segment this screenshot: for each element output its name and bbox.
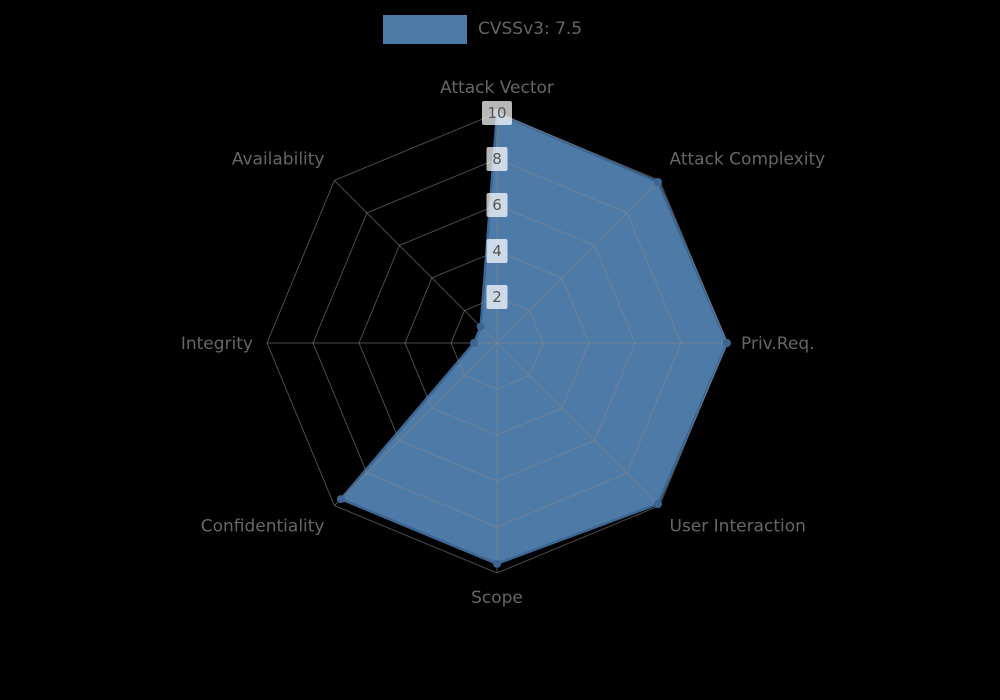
vertex-marker — [723, 339, 731, 347]
grid-spoke — [334, 180, 498, 344]
radial-tick-box — [482, 101, 512, 125]
axis-label-priv-req: Priv.Req. — [741, 334, 815, 354]
axis-label-integrity: Integrity — [181, 334, 253, 354]
radial-tick-box — [486, 147, 508, 171]
axis-label-user-interaction: User Interaction — [670, 517, 806, 537]
vertex-marker — [493, 559, 501, 568]
radial-tick-label: 10 — [487, 104, 506, 122]
grid-spoke — [496, 180, 660, 344]
legend-swatch — [383, 15, 467, 44]
radial-tick-label: 8 — [492, 150, 502, 168]
grid-spoke — [334, 342, 498, 506]
vertex-marker — [654, 178, 662, 186]
vertex-marker — [654, 500, 662, 508]
axis-label-availability: Availability — [232, 150, 325, 170]
vertex-marker — [476, 322, 485, 331]
radial-tick-box — [486, 285, 508, 309]
axis-label-attack-complexity: Attack Complexity — [670, 150, 826, 170]
vertex-marker — [336, 495, 345, 504]
radial-tick-box — [486, 193, 508, 217]
radial-tick-label: 4 — [492, 242, 502, 260]
axis-label-confidentiality: Confidentiality — [201, 517, 325, 537]
radial-tick-label: 6 — [492, 196, 502, 214]
chart-legend: CVSSv3: 7.5 — [383, 15, 582, 44]
grid-spoke — [496, 342, 660, 506]
radial-tick-label: 2 — [492, 288, 502, 306]
axis-label-scope: Scope — [471, 588, 523, 608]
legend-label: CVSSv3: 7.5 — [478, 19, 583, 39]
vertex-marker — [470, 339, 478, 347]
axis-label-attack-vector: Attack Vector — [440, 78, 554, 98]
score-polygon — [339, 111, 729, 566]
radial-tick-box — [486, 239, 508, 263]
